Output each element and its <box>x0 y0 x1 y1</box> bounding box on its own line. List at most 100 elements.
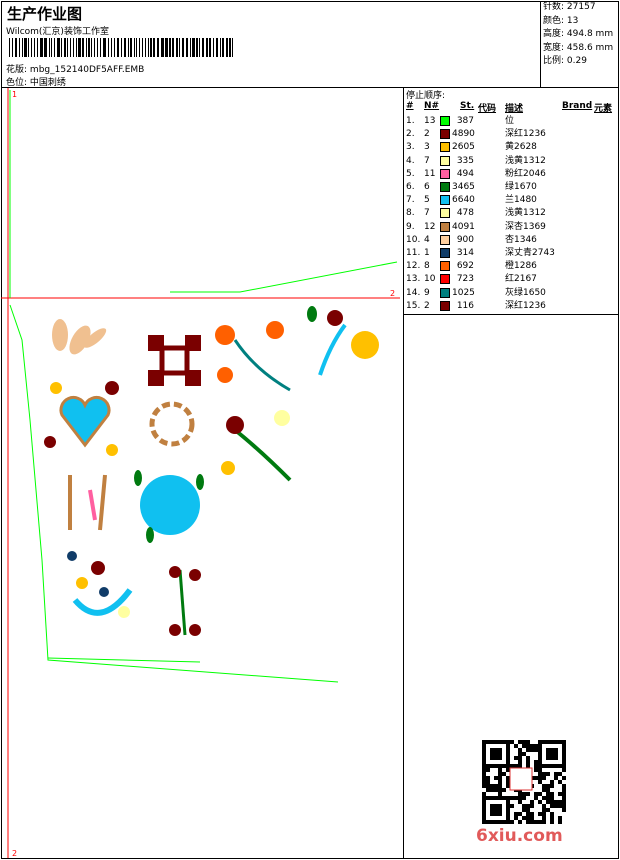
row-stitches: 4091 <box>452 221 475 232</box>
row-num: 10 <box>424 274 436 285</box>
green-branch <box>221 410 292 482</box>
blue-wreath-motif <box>67 551 133 618</box>
color-swatch <box>440 168 450 179</box>
row-num: 4 <box>424 234 430 245</box>
marker-1: 1 <box>12 90 17 99</box>
row-stitches: 314 <box>456 248 474 258</box>
watermark: 6xiu.com <box>476 826 563 846</box>
row-desc: 黄2628 <box>505 142 537 153</box>
table-row: 6. 6 3465 绿1670 <box>404 181 620 194</box>
row-num: 3 <box>424 142 430 153</box>
color-swatch <box>440 129 450 140</box>
color-swatch <box>440 287 450 298</box>
design-info: 针数: 27157 颜色: 13 高度: 494.8 mm 宽度: 458.6 … <box>541 1 619 88</box>
row-idx: 7. <box>406 195 415 206</box>
row-desc: 深红1236 <box>505 300 546 311</box>
table-row: 4. 7 335 浅黄1312 <box>404 155 620 168</box>
row-desc: 位 <box>505 116 515 126</box>
design-file: 花版: mbg_152140DF5AFF.EMB <box>6 62 144 75</box>
barcode <box>9 38 235 57</box>
row-desc: 橙1286 <box>505 261 537 272</box>
stop-sequence-label: 停止顺序: <box>406 91 446 101</box>
row-idx: 9. <box>406 221 415 232</box>
heart-motif <box>59 395 111 448</box>
table-row: 7. 5 6640 兰1480 <box>404 194 620 207</box>
color-swatch <box>440 234 450 245</box>
row-num: 5 <box>424 195 430 206</box>
row-num: 1 <box>424 248 430 258</box>
row-num: 9 <box>424 287 430 298</box>
color-swatch <box>440 248 450 258</box>
table-row: 3. 3 2605 黄2628 <box>404 141 620 154</box>
row-num: 7 <box>424 155 430 166</box>
marker-2-right: 2 <box>390 289 395 298</box>
qr-code <box>482 740 566 824</box>
colorway-label: 色位: <box>6 78 28 88</box>
row-num: 2 <box>424 129 430 140</box>
row-desc: 浅黄1312 <box>505 155 546 166</box>
color-swatch <box>440 208 450 219</box>
row-num: 12 <box>424 221 436 232</box>
color-swatch <box>440 261 450 272</box>
row-idx: 15. <box>406 300 421 311</box>
row-idx: 1. <box>406 116 415 126</box>
col-elem: 元素 <box>594 104 613 114</box>
table-row: 8. 7 478 浅黄1312 <box>404 207 620 220</box>
color-swatch <box>440 274 450 285</box>
info-width: 宽度: 458.6 mm <box>543 42 614 53</box>
design-value: mbg_152140DF5AFF.EMB <box>29 65 145 75</box>
table-row: 9. 12 4091 深杏1369 <box>404 221 620 234</box>
stop-sequence-panel: 停止顺序: # N# St. 代码 描述 Brand 元素 1. 13 387 位 2.… <box>403 88 619 859</box>
color-swatch <box>440 195 450 206</box>
divider <box>403 314 619 315</box>
table-header: # N# St. 代码 描述 Brand 元素 <box>404 101 620 114</box>
square-flower-motif <box>148 335 201 386</box>
table-row: 10. 4 900 杏1346 <box>404 234 620 247</box>
row-stitches: 900 <box>456 234 474 245</box>
row-idx: 3. <box>406 142 415 153</box>
row-stitches: 692 <box>456 261 474 272</box>
row-num: 11 <box>424 168 436 179</box>
row-stitches: 723 <box>456 274 474 285</box>
row-desc: 兰1480 <box>505 195 537 206</box>
row-stitches: 4890 <box>452 129 475 140</box>
company-name: Wilcom(汇京)装饰工作室 <box>6 27 109 37</box>
color-swatch <box>440 142 450 153</box>
row-num: 13 <box>424 116 436 126</box>
row-stitches: 494 <box>456 168 474 179</box>
col-idx: # <box>406 101 414 111</box>
page-title: 生产作业图 <box>7 5 83 23</box>
table-row: 12. 8 692 橙1286 <box>404 260 620 273</box>
row-stitches: 2605 <box>452 142 475 153</box>
color-swatch <box>440 155 450 166</box>
wreath-motif <box>149 401 195 447</box>
color-swatch <box>440 221 450 232</box>
col-st: St. <box>460 101 475 111</box>
table-row: 13. 10 723 红2167 <box>404 273 620 286</box>
leaf-motif-apricot <box>52 319 107 355</box>
row-idx: 6. <box>406 182 415 192</box>
colorway: 色位: 中国刺绣 <box>6 75 66 88</box>
info-colors: 颜色: 13 <box>543 15 579 26</box>
embroidery-motifs <box>44 306 379 636</box>
row-stitches: 335 <box>456 155 474 166</box>
row-desc: 灰绿1650 <box>505 287 546 298</box>
row-desc: 粉红2046 <box>505 168 546 179</box>
header: 生产作业图 Wilcom(汇京)装饰工作室 花版: mbg_152140DF5A… <box>1 1 541 88</box>
blue-branch <box>307 306 379 376</box>
dot-motif <box>50 382 62 394</box>
dot-motif <box>105 381 119 395</box>
row-num: 6 <box>424 182 430 192</box>
outline-left <box>9 304 339 683</box>
row-desc: 红2167 <box>505 274 537 285</box>
info-height: 高度: 494.8 mm <box>543 29 614 39</box>
row-stitches: 387 <box>456 116 474 126</box>
info-stitches: 针数: 27157 <box>543 2 596 12</box>
table-row: 15. 2 116 深红1236 <box>404 300 620 313</box>
row-stitches: 116 <box>456 300 474 311</box>
table-row: 11. 1 314 深丈青2743 <box>404 247 620 260</box>
row-desc: 浅黄1312 <box>505 208 546 219</box>
blue-flower-motif <box>140 475 200 535</box>
